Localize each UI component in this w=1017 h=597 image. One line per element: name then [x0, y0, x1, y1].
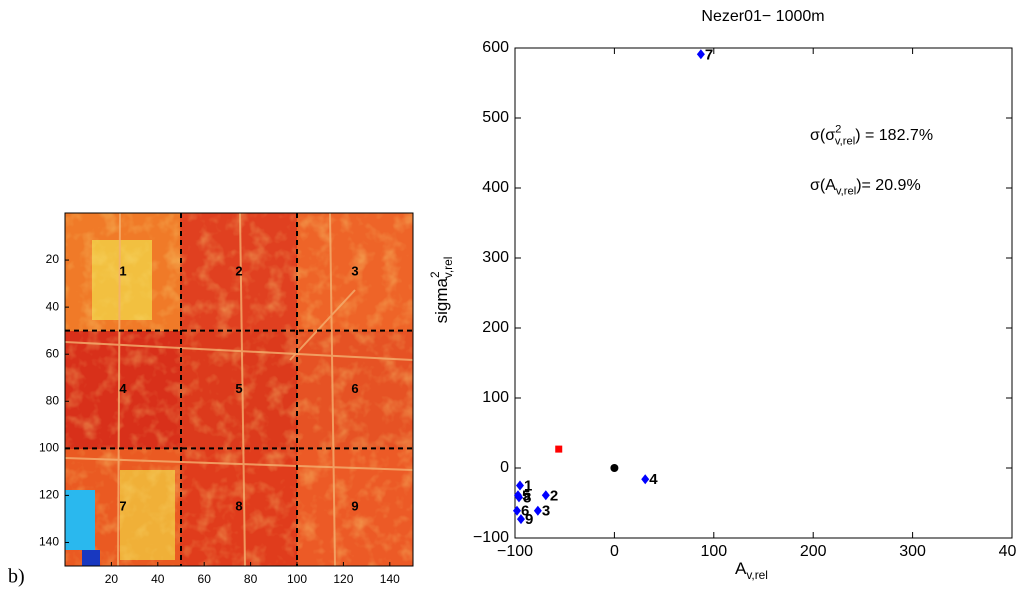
- region-label: 1: [119, 263, 126, 278]
- region-label: 9: [351, 499, 358, 514]
- y-tick-label: 600: [482, 39, 509, 56]
- point: [610, 464, 619, 472]
- y-tick-label: 200: [482, 319, 509, 336]
- x-tick-label: 20: [105, 572, 119, 586]
- x-axis-label-base: A: [735, 559, 747, 578]
- point: [696, 49, 705, 60]
- y-tick-label: 80: [46, 393, 60, 407]
- annotation-base: σ(σ: [810, 127, 835, 144]
- annotation-sup: 2: [835, 124, 841, 136]
- point: [555, 445, 563, 453]
- x-tick-label: 60: [198, 572, 212, 586]
- point-label: 7: [705, 46, 713, 63]
- y-tick-label: 0: [500, 459, 509, 476]
- point-label: 8: [523, 489, 531, 506]
- point-label: 2: [550, 487, 558, 504]
- y-tick-label: 500: [482, 109, 509, 126]
- point: [514, 492, 523, 503]
- y-axis-label: sigma2v,rel: [428, 257, 455, 324]
- point: [512, 505, 521, 516]
- annotation-rest: )= 20.9%: [856, 177, 920, 194]
- x-tick-label: 300: [899, 543, 926, 560]
- x-tick-label: 100: [287, 572, 307, 586]
- point: [641, 474, 650, 485]
- y-tick-label: 60: [46, 346, 60, 360]
- y-axis-label-sup: 2: [428, 271, 442, 278]
- satellite-image: [65, 213, 413, 566]
- point-label: 3: [542, 503, 550, 520]
- y-tick-label: 400: [482, 179, 509, 196]
- x-tick-label: −100: [497, 543, 533, 560]
- panel-label: b): [8, 566, 25, 588]
- annotation: σ(σ2 v,rel) = 182.7%: [810, 124, 933, 148]
- y-axis-label-base: sigma: [432, 277, 451, 323]
- x-tick-label: 40: [151, 572, 165, 586]
- y-tick-label: 120: [39, 488, 59, 502]
- point-label: 9: [525, 511, 533, 528]
- y-tick-label: 100: [39, 441, 59, 455]
- annotation-base: σ(A: [810, 177, 836, 194]
- point: [533, 505, 542, 516]
- x-tick-label: 100: [700, 543, 727, 560]
- x-tick-label: 80: [244, 572, 258, 586]
- region-label: 7: [119, 499, 126, 514]
- region-label: 5: [235, 381, 242, 396]
- plot-frame: [514, 47, 1013, 539]
- annotation: σ(Av,rel)= 20.9%: [810, 177, 921, 197]
- x-axis-label: Av,rel: [735, 559, 768, 582]
- y-tick-label: 140: [39, 535, 59, 549]
- x-axis-label-sub: v,rel: [746, 568, 768, 582]
- image-frame: [64, 212, 414, 567]
- region-label: 6: [351, 381, 358, 396]
- y-tick-label: 100: [482, 389, 509, 406]
- region-label: 3: [351, 263, 358, 278]
- chart-title: Nezer01− 1000m: [701, 8, 824, 25]
- y-tick-label: 20: [46, 252, 60, 266]
- y-tick-label: 300: [482, 249, 509, 266]
- x-tick-label: 0: [610, 543, 619, 560]
- point-label: 1: [524, 477, 532, 494]
- annotation-sub: v,rel: [836, 186, 856, 198]
- annotation-rest: ) = 182.7%: [855, 127, 933, 144]
- point: [541, 490, 550, 501]
- point-label: 6: [521, 503, 529, 520]
- point-label: 4: [649, 471, 658, 488]
- region-label: 8: [235, 499, 242, 514]
- x-tick-label: 140: [380, 572, 400, 586]
- y-tick-label: 40: [46, 299, 60, 313]
- x-tick-label: 400: [999, 543, 1017, 560]
- x-tick-label: 200: [800, 543, 827, 560]
- region-label: 2: [235, 263, 242, 278]
- annotation-sub: v,rel: [835, 136, 855, 148]
- region-label: 4: [119, 381, 127, 396]
- point-label: 5: [522, 487, 530, 504]
- y-tick-label: −100: [473, 529, 509, 546]
- y-axis-label-sub: v,rel: [441, 257, 455, 279]
- x-tick-label: 120: [333, 572, 353, 586]
- point: [515, 480, 524, 491]
- point: [516, 514, 525, 525]
